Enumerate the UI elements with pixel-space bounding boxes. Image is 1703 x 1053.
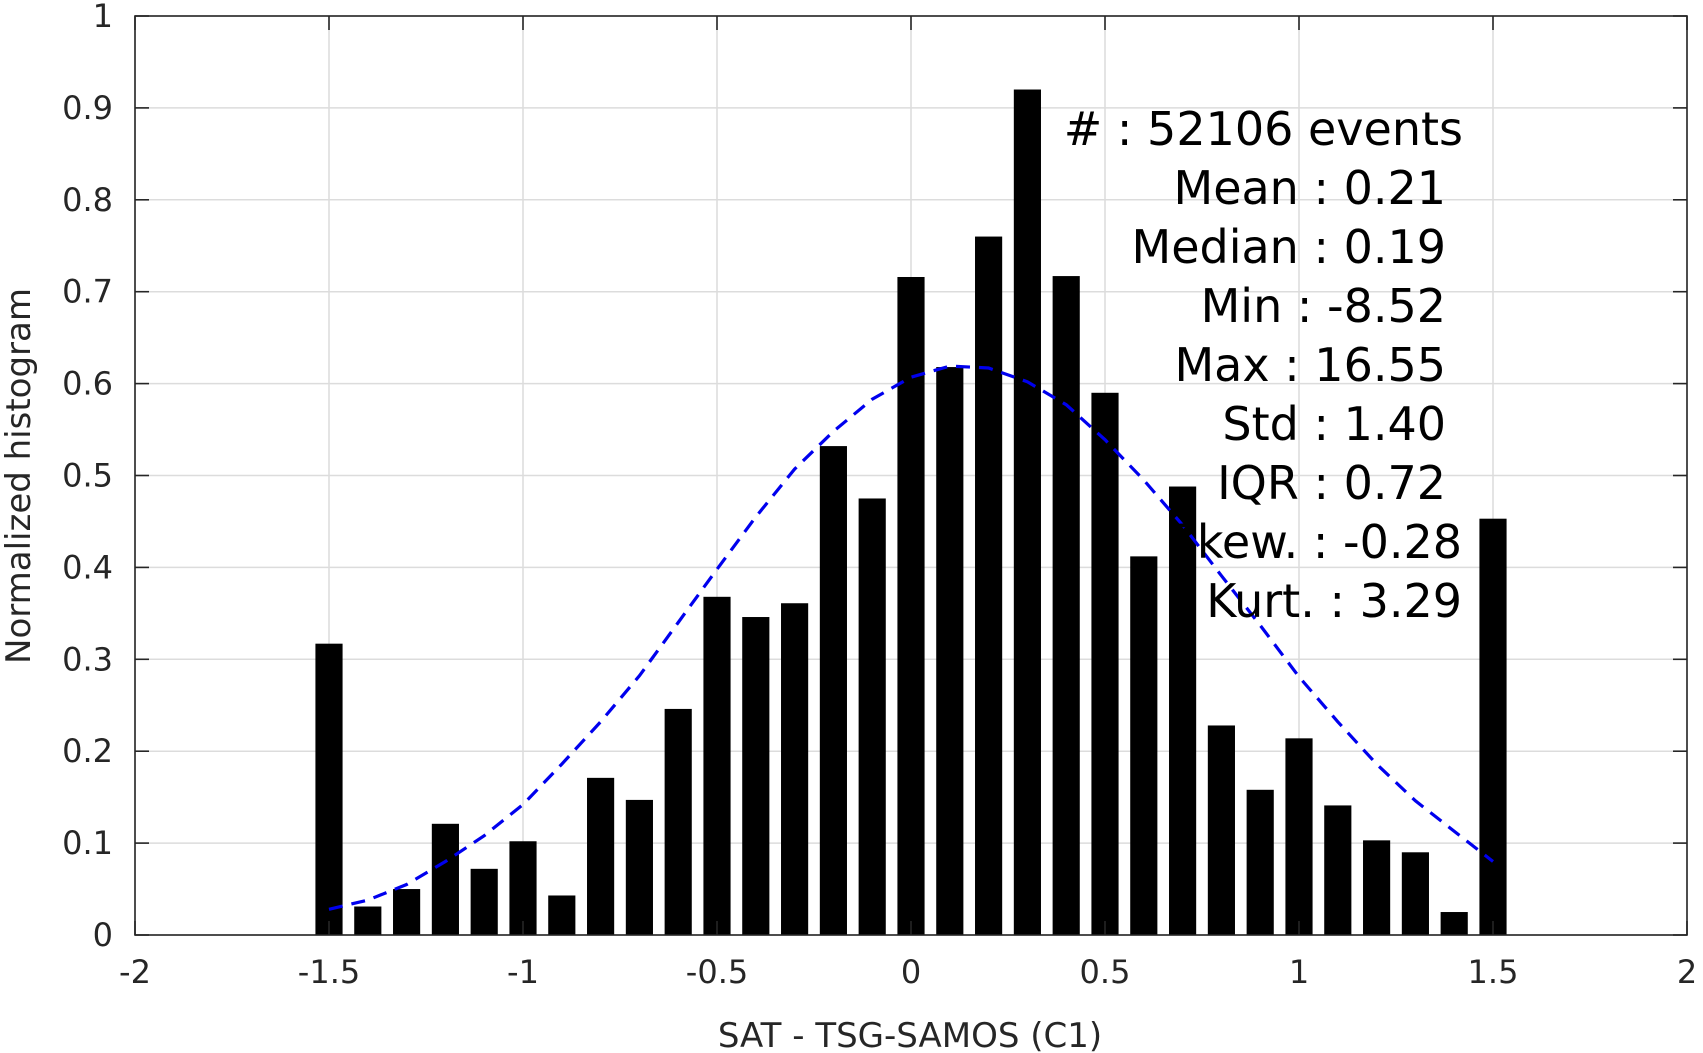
y-tick-label: 0.5 <box>62 457 113 495</box>
histogram-bar <box>858 498 886 935</box>
x-tick-label: 0.5 <box>1080 953 1131 991</box>
stat-line: Median : 0.19 <box>1132 220 1446 274</box>
stat-line: Min : -8.52 <box>1201 279 1446 333</box>
y-tick-label: 0.6 <box>62 365 113 403</box>
histogram-bar <box>587 777 615 935</box>
histogram-bar <box>897 276 925 936</box>
stat-line: IQR : 0.72 <box>1217 456 1446 510</box>
histogram-bar <box>1052 276 1080 935</box>
x-tick-label: 2 <box>1677 953 1697 991</box>
histogram-bar <box>393 889 421 935</box>
histogram-bar <box>548 895 576 935</box>
y-tick-label: 0.3 <box>62 640 113 678</box>
histogram-bar <box>625 799 653 935</box>
histogram-bar <box>1013 89 1041 935</box>
x-axis-label: SAT - TSG-SAMOS (C1) <box>718 1016 1102 1053</box>
histogram-bar <box>1285 738 1313 935</box>
histogram-bar <box>354 906 382 935</box>
histogram-bar <box>1207 725 1235 935</box>
stat-line: Max : 16.55 <box>1174 338 1446 392</box>
histogram-bar <box>703 596 731 935</box>
histogram-bar <box>1479 518 1507 935</box>
axes <box>134 15 1688 936</box>
histogram-bar <box>742 617 770 935</box>
histogram-bar <box>1324 805 1352 935</box>
stat-line: # : 52106 events <box>1064 102 1463 156</box>
x-tick-label: -2 <box>119 953 151 991</box>
y-axis-label: Normalized histogram <box>0 288 39 664</box>
stat-line: Kurt. : 3.29 <box>1206 574 1462 628</box>
histogram-bar <box>1246 789 1274 935</box>
y-tick-label: 0.8 <box>62 181 113 219</box>
histogram-bar <box>975 236 1003 935</box>
histogram-bar <box>1440 912 1468 935</box>
histogram-bar <box>315 643 343 935</box>
x-tick-label: 0 <box>901 953 921 991</box>
tick-labels: -2 -1.5 -1 -0.5 0 0.5 1 1.5 2 0 0.1 0.2 0.3 0.4 0.5 0.6… <box>62 0 1697 991</box>
stat-line: Std : 1.40 <box>1222 397 1446 451</box>
x-tick-label: 1 <box>1289 953 1309 991</box>
y-tick-label: 0.4 <box>62 548 113 586</box>
stat-line: Mean : 0.21 <box>1174 161 1447 215</box>
histogram-bar <box>1401 852 1429 935</box>
plot-frame <box>134 15 1688 936</box>
stat-line: Skew. : -0.28 <box>1168 515 1462 569</box>
histogram-bar <box>470 868 498 935</box>
histogram-bar <box>1091 392 1119 935</box>
histogram-bar <box>1130 556 1158 935</box>
histogram-bar <box>1169 486 1197 935</box>
histogram-bar <box>781 603 809 935</box>
x-tick-label: 1.5 <box>1468 953 1519 991</box>
y-tick-label: 0.2 <box>62 732 113 770</box>
histogram-bars <box>315 89 1507 936</box>
histogram-bar <box>664 708 692 935</box>
y-tick-label: 1 <box>93 0 113 35</box>
x-tick-label: -1.5 <box>298 953 360 991</box>
x-tick-label: -1 <box>507 953 539 991</box>
y-tick-label: 0.7 <box>62 273 113 311</box>
histogram-bar <box>819 446 847 935</box>
y-tick-label: 0 <box>93 916 113 954</box>
y-tick-label: 0.9 <box>62 89 113 127</box>
y-tick-label: 0.1 <box>62 824 113 862</box>
histogram-bar <box>1363 840 1391 935</box>
histogram-bar <box>936 367 964 936</box>
histogram-bar <box>509 841 537 935</box>
x-tick-label: -0.5 <box>686 953 748 991</box>
histogram-bar <box>431 823 459 935</box>
